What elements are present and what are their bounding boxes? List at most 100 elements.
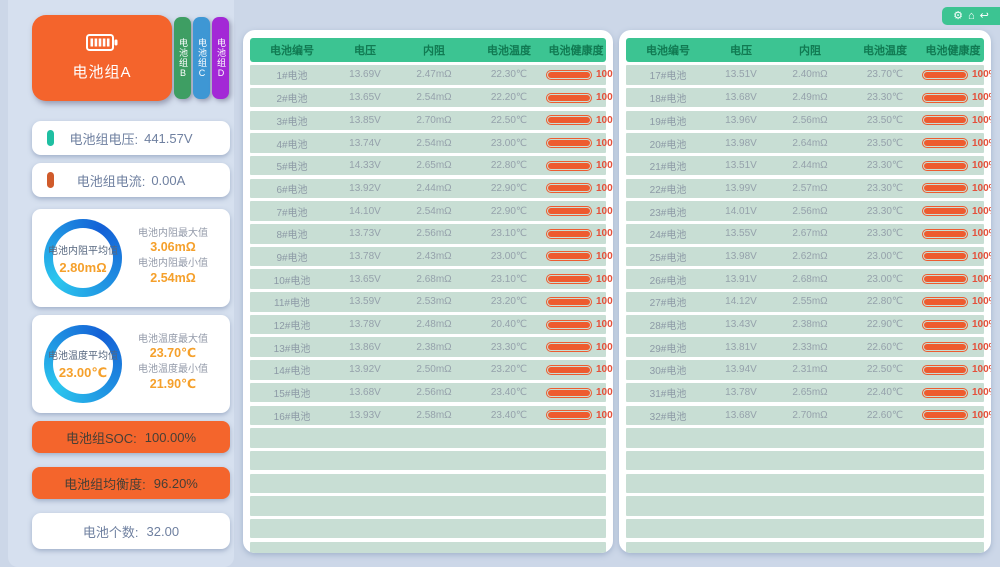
battery-resistance: 2.68mΩ [792,273,828,285]
empty-row [250,428,606,448]
battery-id: 21#电池 [649,162,687,174]
resistance-max-value: 3.06mΩ [150,240,196,255]
temperature-gauge-card: 电池温度平均值 23.00℃ 电池温度最大值 23.70℃ 电池温度最小值 21… [32,315,230,413]
battery-health-cell: 100% [546,206,613,217]
temperature-avg-value: 23.00℃ [58,365,108,380]
health-bar [922,138,968,148]
battery-temperature: 23.10℃ [490,228,528,240]
battery-resistance: 2.54mΩ [416,137,452,149]
table-row: 16#电池 13.93V 2.58mΩ 23.40℃ 100% [250,405,613,425]
health-bar-fill [548,321,590,328]
battery-resistance: 2.43mΩ [416,250,452,262]
battery-voltage: 14.33V [349,160,381,172]
health-bar-fill [924,321,966,328]
battery-temperature: 23.70℃ [866,69,904,81]
battery-group-tabs: 电池组A 电池组B 电池组C 电池组D [32,15,234,107]
health-bar-fill [924,389,966,396]
health-bar [546,251,592,262]
battery-voltage: 13.78V [349,250,381,262]
battery-id: 22#电池 [649,184,687,196]
tab-battery-group-d[interactable]: 电池组D [212,17,229,99]
battery-resistance: 2.31mΩ [792,364,828,376]
health-bar-fill [924,366,966,373]
health-bar-fill [924,185,966,192]
tab-battery-group-b[interactable]: 电池组B [174,17,191,99]
battery-health-cell: 100% [922,92,991,103]
temperature-minmax: 电池温度最大值 23.70℃ 电池温度最小值 21.90℃ [122,334,224,394]
table-row: 26#电池 13.91V 2.68mΩ 23.00℃ 100% [626,269,991,289]
table-row: 23#电池 14.01V 2.56mΩ 23.30℃ 100% [626,201,991,221]
battery-id: 2#电池 [276,94,308,106]
table-row: 17#电池 13.51V 2.40mΩ 23.70℃ 100% [626,65,991,85]
battery-temperature: 20.40℃ [490,319,528,330]
battery-health-cell: 100% [922,296,991,307]
group-voltage-card: 电池组电压: 441.57V [32,121,230,155]
empty-row [626,518,984,539]
battery-health-cell: 100% [546,160,613,171]
health-percent: 100% [972,409,991,421]
battery-health-cell: 100% [546,296,613,307]
battery-voltage: 14.12V [725,296,757,308]
battery-temperature: 22.90℃ [866,319,904,330]
table-row: 10#电池 13.65V 2.68mΩ 23.10℃ 100% [250,269,613,289]
battery-resistance: 2.65mΩ [416,160,452,172]
tab-battery-group-a[interactable]: 电池组A [32,15,172,101]
health-bar [546,183,592,194]
battery-voltage: 14.10V [349,205,381,217]
battery-count-card: 电池个数: 32.00 [32,513,230,549]
health-bar [922,115,968,126]
battery-health-cell: 100% [922,251,991,262]
table-header: 电池编号 电压 内阻 电池温度 电池健康度 [250,38,606,62]
column-header: 电池健康度 [925,45,981,57]
battery-id: 20#电池 [649,139,687,151]
tab-battery-group-c[interactable]: 电池组C [193,17,210,99]
battery-voltage: 13.91V [725,273,757,285]
battery-id: 5#电池 [276,162,308,174]
battery-resistance: 2.70mΩ [416,114,452,126]
health-percent: 100% [972,250,991,262]
empty-row [250,496,606,516]
home-icon[interactable]: ⌂ [968,9,975,22]
health-percent: 100% [596,296,613,308]
battery-temperature: 23.30℃ [490,341,528,353]
group-voltage-value: 441.57V [144,130,193,146]
health-bar [546,342,592,353]
battery-health-cell: 100% [922,183,991,194]
health-bar-fill [548,94,590,101]
battery-health-cell: 100% [546,410,613,421]
health-bar [922,206,968,217]
battery-health-cell: 100% [546,274,613,285]
health-bar [546,160,592,171]
gear-icon[interactable]: ⚙ [953,9,963,22]
battery-temperature: 22.50℃ [866,364,904,376]
health-bar-fill [548,230,590,237]
health-bar [922,69,968,80]
battery-temperature: 23.50℃ [866,137,904,149]
health-percent: 100% [972,160,991,172]
battery-voltage: 13.99V [725,182,757,194]
column-header: 电池编号 [646,45,690,57]
battery-resistance: 2.55mΩ [792,296,828,308]
battery-resistance: 2.44mΩ [792,160,828,172]
battery-temperature: 22.30℃ [490,69,528,81]
battery-resistance: 2.57mΩ [792,182,828,194]
table-row: 2#电池 13.65V 2.54mΩ 22.20℃ 100% [250,87,613,108]
battery-health-cell: 100% [922,228,991,239]
battery-resistance: 2.40mΩ [792,69,828,81]
battery-voltage: 13.51V [725,69,757,81]
group-current-value: 0.00A [151,172,186,188]
active-group-label: 电池组A [72,64,132,81]
battery-resistance: 2.62mΩ [792,250,828,262]
column-header: 电池编号 [270,45,314,57]
battery-health-cell: 100% [546,342,613,353]
health-percent: 100% [596,364,613,376]
empty-row [250,450,606,471]
undo-icon[interactable]: ↩ [979,9,989,22]
resistance-gauge-card: 电池内阻平均值 2.80mΩ 电池内阻最大值 3.06mΩ 电池内阻最小值 2.… [32,209,230,307]
battery-temperature: 23.00℃ [866,250,904,262]
health-bar [922,319,968,330]
battery-health-cell: 100% [922,410,991,421]
battery-resistance: 2.54mΩ [416,92,452,104]
health-percent: 100% [596,92,613,104]
health-percent: 100% [972,341,991,353]
